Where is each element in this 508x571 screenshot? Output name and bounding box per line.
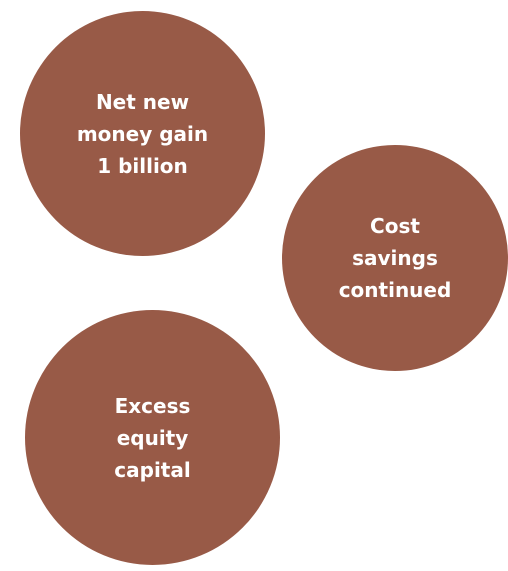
bubble-label: Cost savings continued <box>338 214 452 302</box>
bubble-label: Net new money gain 1 billion <box>76 89 209 178</box>
bubble-excess-equity: Excess equity capital <box>25 310 280 565</box>
bubble-net-new-money: Net new money gain 1 billion <box>20 11 265 256</box>
bubble-label: Excess equity capital <box>114 393 191 482</box>
bubble-cost-savings: Cost savings continued <box>282 145 508 371</box>
